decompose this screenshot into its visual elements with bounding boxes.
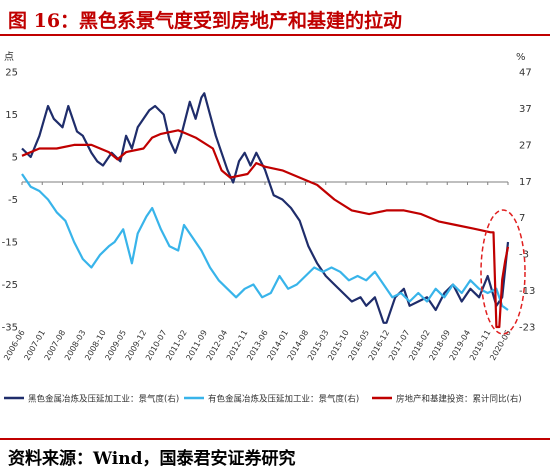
series-lines: [21, 92, 510, 329]
series-line-3: [21, 129, 510, 329]
left-tick-label: 25: [5, 68, 18, 79]
right-tick-label: 27: [519, 140, 532, 151]
legend-label-1: 黑色金属冶炼及压延加工业：景气度(右): [28, 394, 179, 405]
series-line-2: [21, 173, 509, 311]
left-axis-ticks: 25 15 5 -5 -15 -25 -35: [2, 68, 18, 334]
right-tick-label: 17: [519, 177, 532, 188]
left-tick-label: -5: [8, 195, 18, 206]
legend-label-3: 房地产和基建投资：累计同比(右): [396, 394, 522, 405]
left-tick-label: -35: [2, 323, 18, 334]
legend-label-2: 有色金属冶炼及压延加工业：景气度(右): [208, 394, 359, 405]
left-tick-label: -15: [2, 238, 18, 249]
right-axis-ticks: 47 37 27 17 7 -3 -13 -23: [519, 68, 535, 334]
right-tick-label: -23: [519, 323, 535, 334]
left-axis-unit: 点: [4, 51, 14, 63]
legend: 黑色金属冶炼及压延加工业：景气度(右) 有色金属冶炼及压延加工业：景气度(右) 房地…: [4, 394, 522, 405]
left-tick-label: -25: [2, 280, 18, 291]
chart: 点 % 25 15 5 -5 -15 -25 -35 47 37 27 17 7 -3 -13 -23 2…: [2, 51, 536, 405]
right-tick-label: 7: [519, 213, 525, 224]
right-axis-unit: %: [516, 52, 526, 63]
right-tick-label: 37: [519, 104, 532, 115]
title-rule: [0, 34, 550, 36]
right-tick-label: -3: [519, 250, 529, 261]
right-tick-label: 47: [519, 68, 532, 79]
source-note: 资料来源：Wind，国泰君安证券研究: [8, 449, 296, 469]
source-rule: [0, 438, 550, 440]
chart-title: 图 16：黑色系景气度受到房地产和基建的拉动: [8, 10, 403, 32]
series-line-1: [21, 92, 510, 324]
left-tick-label: 5: [12, 153, 18, 164]
highlight-ellipse: [480, 209, 526, 335]
right-tick-label: -13: [519, 286, 535, 297]
x-axis-ticks: 2006-062007-012007-082008-032008-102009-…: [2, 182, 513, 362]
left-tick-label: 15: [5, 110, 18, 121]
